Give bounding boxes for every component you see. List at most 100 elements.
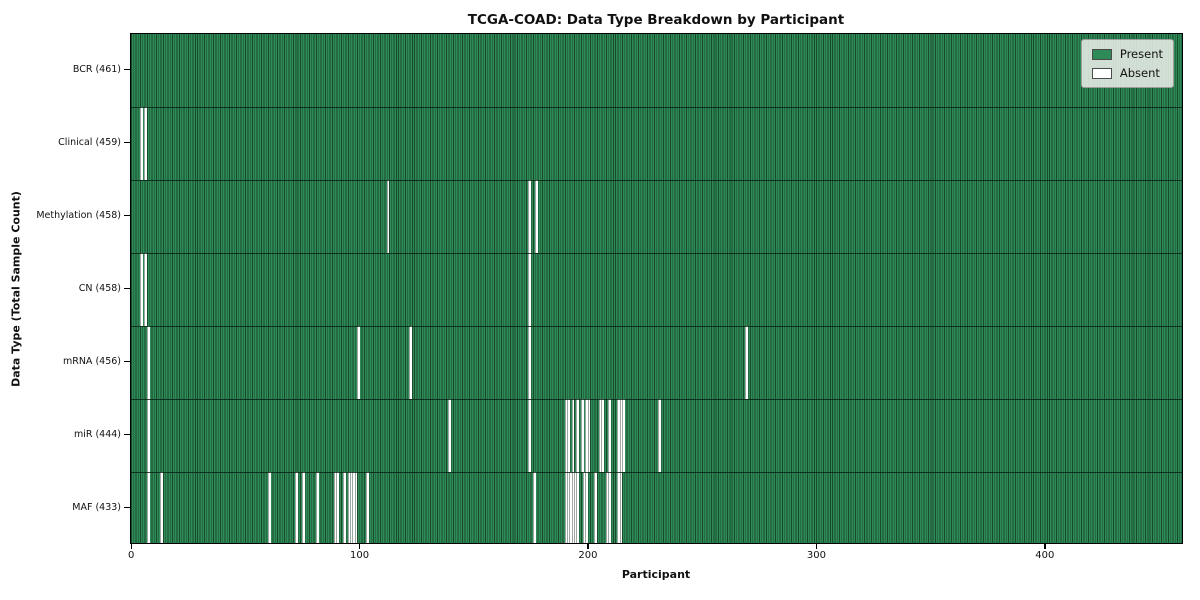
absent-mark — [658, 399, 662, 472]
absent-mark — [347, 472, 351, 543]
x-tick-mark — [587, 544, 589, 549]
absent-mark — [585, 399, 589, 472]
y-tick-mark — [124, 288, 130, 290]
heatmap-row-BCR — [131, 34, 1182, 107]
absent-mark — [745, 326, 748, 399]
absent-mark — [571, 472, 575, 543]
absent-mark — [535, 180, 538, 253]
y-tick-mark — [124, 142, 130, 144]
y-tick-mark — [124, 69, 130, 71]
absent-mark — [409, 326, 413, 399]
y-tick-label: BCR (461) — [72, 63, 121, 75]
row-divider — [131, 180, 1182, 181]
absent-mark — [528, 326, 531, 399]
absent-mark — [315, 472, 319, 543]
absent-mark — [366, 472, 369, 543]
x-axis-label: Participant — [621, 568, 691, 581]
absent-mark — [585, 472, 589, 543]
y-tick-label: miR (444) — [73, 428, 121, 440]
heatmap-row-CN — [131, 253, 1182, 326]
absent-mark — [354, 472, 358, 543]
legend-label: Absent — [1119, 66, 1160, 80]
absent-mark — [343, 472, 346, 543]
row-divider — [131, 253, 1182, 254]
absent-mark — [567, 399, 570, 472]
absent-mark — [583, 472, 586, 543]
heatmap-row-Clinical — [131, 107, 1182, 180]
y-tick-mark — [124, 215, 130, 217]
x-tick-mark — [359, 544, 361, 549]
absent-mark — [350, 472, 353, 543]
absent-mark — [564, 399, 568, 472]
absent-mark — [386, 180, 390, 253]
row-divider — [131, 472, 1182, 473]
legend-swatch-absent — [1091, 67, 1112, 79]
row-divider — [131, 399, 1182, 400]
absent-mark — [573, 472, 577, 543]
absent-mark — [571, 399, 575, 472]
absent-mark — [352, 472, 356, 543]
absent-mark — [601, 399, 605, 472]
absent-mark — [587, 399, 591, 472]
absent-mark — [621, 399, 625, 472]
absent-mark — [599, 399, 602, 472]
absent-mark — [356, 326, 360, 399]
y-tick-label: mRNA (456) — [62, 355, 121, 367]
absent-mark — [139, 107, 143, 180]
absent-mark — [448, 399, 452, 472]
y-tick-label: Methylation (458) — [36, 209, 121, 221]
row-divider — [131, 107, 1182, 108]
chart-title: TCGA-COAD: Data Type Breakdown by Partic… — [467, 12, 845, 28]
legend-item-present: Present — [1091, 47, 1163, 61]
x-tick-label: 300 — [806, 550, 826, 561]
y-tick-mark — [124, 507, 130, 509]
heatmap-row-miR — [131, 399, 1182, 472]
plot-area — [130, 33, 1183, 544]
absent-mark — [576, 399, 579, 472]
absent-mark — [580, 399, 584, 472]
y-tick-label: MAF (433) — [72, 501, 121, 513]
absent-mark — [532, 472, 536, 543]
absent-mark — [528, 399, 531, 472]
absent-mark — [619, 399, 623, 472]
absent-mark — [144, 107, 148, 180]
x-tick-label: 100 — [350, 550, 370, 561]
absent-mark — [139, 253, 143, 326]
absent-mark — [146, 472, 150, 543]
heatmap-row-mRNA — [131, 326, 1182, 399]
absent-mark — [605, 472, 609, 543]
legend-item-absent: Absent — [1091, 66, 1163, 80]
x-tick-mark — [1044, 544, 1046, 549]
legend-swatch-present — [1091, 48, 1112, 60]
absent-mark — [146, 399, 150, 472]
heatmap-row-Methylation — [131, 180, 1182, 253]
absent-mark — [569, 472, 573, 543]
y-tick-label: Clinical (459) — [58, 136, 121, 148]
absent-mark — [336, 472, 340, 543]
y-tick-label: CN (458) — [78, 282, 121, 294]
absent-mark — [267, 472, 271, 543]
absent-mark — [160, 472, 164, 543]
heatmap-row-MAF — [131, 472, 1182, 543]
absent-mark — [528, 180, 531, 253]
legend-label: Present — [1119, 47, 1163, 61]
absent-mark — [617, 399, 621, 472]
x-tick-mark — [815, 544, 818, 549]
absent-mark — [528, 253, 531, 326]
absent-mark — [619, 472, 623, 543]
x-tick-label: 0 — [127, 550, 135, 561]
x-tick-mark — [130, 544, 132, 549]
absent-mark — [564, 472, 568, 543]
absent-mark — [146, 326, 150, 399]
absent-mark — [295, 472, 298, 543]
y-tick-mark — [124, 361, 130, 363]
absent-mark — [144, 253, 148, 326]
absent-mark — [302, 472, 305, 543]
absent-mark — [594, 472, 598, 543]
absent-mark — [608, 472, 611, 543]
absent-mark — [567, 472, 570, 543]
absent-mark — [334, 472, 337, 543]
x-tick-label: 400 — [1035, 550, 1055, 561]
row-divider — [131, 326, 1182, 327]
